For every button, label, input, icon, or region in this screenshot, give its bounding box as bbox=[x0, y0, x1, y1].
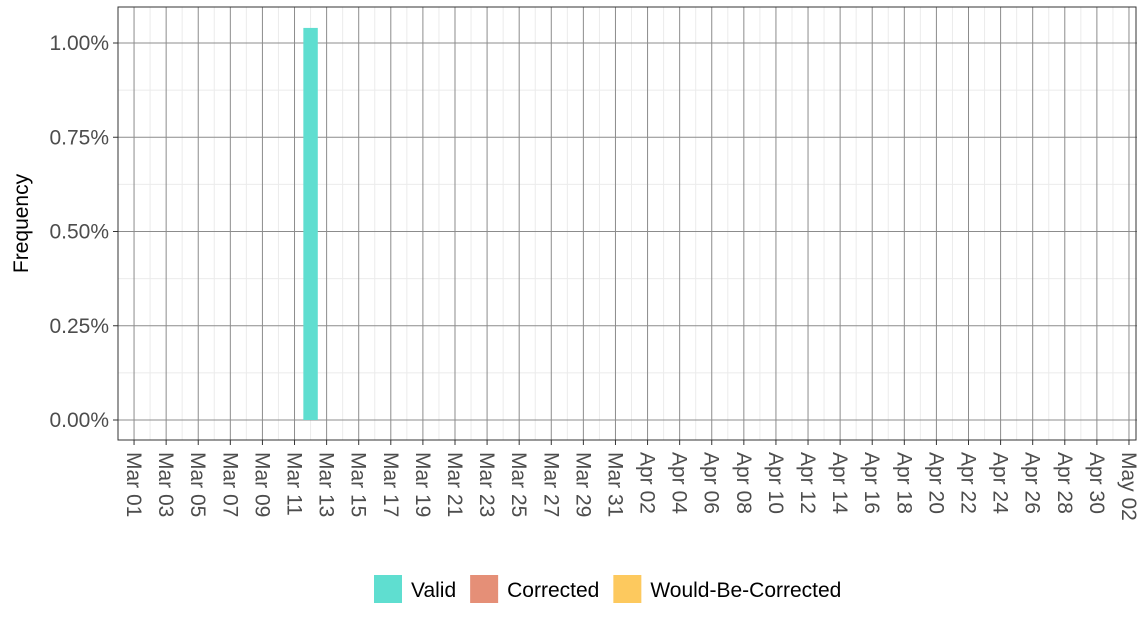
x-tick-label: Apr 24 bbox=[989, 452, 1012, 514]
x-tick-label: Mar 21 bbox=[443, 452, 466, 517]
legend-label-corrected: Corrected bbox=[507, 579, 599, 602]
legend-label-valid: Valid bbox=[411, 579, 456, 602]
x-tick-label: Apr 12 bbox=[796, 452, 819, 514]
bar-valid bbox=[303, 27, 318, 420]
x-tick-label: Apr 28 bbox=[1053, 452, 1076, 514]
y-tick-label: 1.00% bbox=[49, 32, 109, 55]
y-tick-label: 0.00% bbox=[49, 409, 109, 432]
x-tick-label: Apr 26 bbox=[1021, 452, 1044, 514]
x-tick-label: Apr 10 bbox=[764, 452, 787, 514]
x-tick-label: Mar 05 bbox=[186, 452, 209, 517]
y-tick-label: 0.25% bbox=[49, 315, 109, 338]
x-tick-label: Mar 11 bbox=[283, 452, 306, 516]
y-axis-title: Frequency bbox=[10, 173, 33, 273]
legend-key-would-be-corrected bbox=[613, 575, 642, 603]
x-tick-label: Mar 19 bbox=[411, 452, 434, 517]
x-tick-label: Mar 17 bbox=[379, 452, 402, 517]
y-tick-label: 0.50% bbox=[49, 221, 109, 244]
x-tick-label: Mar 03 bbox=[154, 452, 177, 517]
x-tick-label: Apr 04 bbox=[668, 452, 691, 514]
x-tick-label: Mar 29 bbox=[571, 452, 594, 517]
minor-gridlines bbox=[118, 7, 1137, 440]
x-tick-label: Mar 01 bbox=[122, 452, 145, 517]
x-tick-label: Apr 14 bbox=[828, 452, 851, 514]
x-tick-label: Mar 13 bbox=[315, 452, 338, 517]
legend: Valid Corrected Would-Be-Corrected bbox=[374, 575, 841, 603]
panel-border bbox=[117, 6, 1137, 441]
x-tick-label: Apr 02 bbox=[636, 452, 659, 514]
bars bbox=[303, 27, 318, 420]
major-gridlines bbox=[118, 7, 1137, 440]
x-tick-label: Mar 31 bbox=[603, 452, 626, 517]
legend-key-corrected bbox=[470, 575, 499, 603]
x-tick-label: Mar 25 bbox=[507, 452, 530, 517]
legend-label-would-be-corrected: Would-Be-Corrected bbox=[650, 579, 841, 602]
x-tick-label: Apr 06 bbox=[700, 452, 723, 514]
x-tick-label: Mar 27 bbox=[539, 452, 562, 517]
x-tick-label: Mar 07 bbox=[218, 452, 241, 517]
x-tick-label: Apr 22 bbox=[957, 452, 980, 514]
x-tick-label: Apr 16 bbox=[860, 452, 883, 514]
x-tick-label: Mar 09 bbox=[250, 452, 273, 517]
x-axis: Mar 01 Mar 03 Mar 05 Mar 07 Mar 09 Mar 11 Mar … bbox=[122, 440, 1137, 521]
x-tick-label: Apr 18 bbox=[892, 452, 915, 514]
x-tick-label: Apr 30 bbox=[1085, 452, 1108, 514]
x-tick-label: May 02 bbox=[1117, 452, 1137, 521]
y-axis: 0.00% 0.25% 0.50% 0.75% 1.00% bbox=[49, 32, 118, 432]
x-tick-label: Mar 23 bbox=[475, 452, 498, 517]
x-tick-label: Apr 08 bbox=[732, 452, 755, 514]
legend-key-valid bbox=[374, 575, 402, 603]
y-tick-label: 0.75% bbox=[49, 126, 109, 149]
x-tick-label: Mar 15 bbox=[347, 452, 370, 517]
x-tick-label: Apr 20 bbox=[924, 452, 947, 514]
